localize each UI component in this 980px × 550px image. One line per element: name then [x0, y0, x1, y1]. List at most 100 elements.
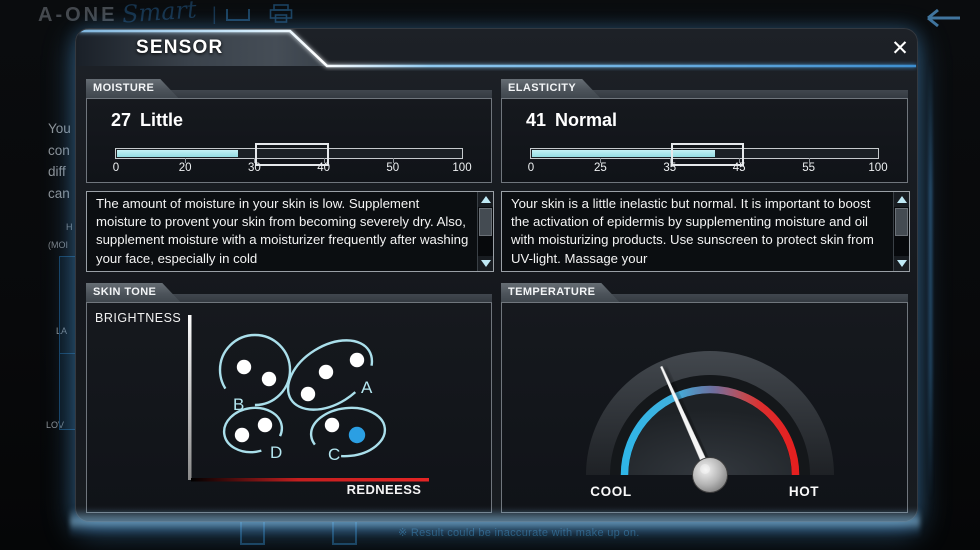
cluster-label: B: [233, 395, 244, 414]
tray-icon[interactable]: [224, 6, 252, 26]
background-checkbox: [240, 520, 265, 545]
moisture-reading: 27 Little: [111, 110, 183, 131]
background-fragment: (MOI: [48, 240, 68, 250]
moisture-tab: MOISTURE: [86, 79, 178, 98]
skin-tone-dot: [234, 427, 250, 443]
scale-tick: [739, 158, 741, 163]
cluster-A: A: [286, 339, 374, 411]
current-skin-tone-dot[interactable]: [348, 426, 366, 444]
skin-tone-dot: [349, 352, 365, 368]
tab-strip: [607, 294, 908, 302]
tab-strip: [166, 90, 492, 98]
elasticity-description: Your skin is a little inelastic but norm…: [511, 196, 874, 266]
cluster-label: A: [361, 378, 373, 397]
scroll-down-button[interactable]: [894, 256, 909, 271]
moisture-scrollbar[interactable]: [477, 192, 493, 271]
background-checkbox: [332, 520, 357, 545]
moisture-content: 27 Little 0 20 30 40 50 100: [86, 98, 492, 183]
window-edge-glow: [929, 60, 932, 500]
scroll-up-button[interactable]: [894, 192, 909, 207]
slider-fill: [532, 150, 716, 157]
tab-strip: [168, 294, 492, 302]
moisture-description-box: The amount of moisture in your skin is l…: [86, 191, 494, 272]
scale-tick: [185, 158, 187, 163]
tab-strip: [588, 90, 908, 98]
scroll-down-button[interactable]: [478, 256, 493, 271]
cool-label: COOL: [590, 484, 632, 499]
temperature-panel: TEMPERATURE: [501, 283, 908, 513]
scale-label: 0: [527, 162, 535, 174]
arrow-down-icon: [480, 260, 491, 267]
sensor-dialog: SENSOR ✕ MOISTURE 27 Little 0 20 30 40 50 100 …: [75, 28, 918, 522]
scale-tick: [323, 158, 325, 163]
moisture-status: Little: [140, 110, 184, 130]
arrow-up-icon: [480, 196, 491, 203]
redness-axis-label: REDNEESS: [346, 482, 422, 497]
elasticity-tab: ELASTICITY: [501, 79, 600, 98]
elasticity-status: Normal: [555, 110, 618, 130]
dialog-title: SENSOR: [136, 37, 224, 58]
elasticity-content: 41 Normal 0 25 35 45 55 100: [501, 98, 908, 183]
arrow-down-icon: [896, 260, 907, 267]
scroll-thumb[interactable]: [479, 208, 492, 236]
scroll-up-button[interactable]: [478, 192, 493, 207]
skin-tone-dot: [261, 371, 277, 387]
gauge-hub-highlight: [700, 464, 710, 474]
printer-icon[interactable]: [268, 3, 294, 25]
scale-label: 50: [386, 162, 400, 174]
gauge-needle: [660, 366, 713, 477]
scale-label: 25: [593, 162, 607, 174]
arrow-up-icon: [896, 196, 907, 203]
elasticity-slider[interactable]: 0 25 35 45 55 100: [528, 143, 888, 174]
brand-logo: A-ONE: [38, 4, 118, 26]
cluster-B: B: [218, 333, 292, 414]
elasticity-panel: ELASTICITY 41 Normal 0 25 35 45 55 100: [501, 79, 908, 183]
skin-tone-content: BRIGHTNESS REDNEESS B A D C: [86, 302, 492, 513]
redness-axis: [191, 478, 429, 482]
gauge-inner-disc: [628, 393, 792, 475]
temperature-gauge: [586, 351, 834, 493]
brightness-axis: [188, 315, 192, 480]
elasticity-description-box: Your skin is a little inelastic but norm…: [501, 191, 910, 272]
cluster-D: D: [222, 406, 284, 462]
temperature-tab: TEMPERATURE: [501, 283, 619, 302]
scroll-thumb[interactable]: [895, 208, 908, 236]
background-text-fragments: You con diff can: [48, 121, 71, 201]
scale-tick: [669, 158, 671, 163]
scale-label: 100: [868, 162, 888, 174]
scale-label: 20: [178, 162, 192, 174]
cluster-label: D: [270, 443, 282, 462]
hot-label: HOT: [788, 484, 820, 499]
cluster-outline: [286, 339, 374, 411]
temperature-content: COOL HOT: [501, 302, 908, 513]
brand-logo-script: Smart: [121, 0, 198, 29]
background-fragment: LOV: [46, 420, 65, 430]
gauge-color-arc: [620, 385, 800, 476]
gauge-hub: [692, 457, 728, 493]
cluster-outline: [309, 406, 387, 458]
back-arrow-icon[interactable]: [920, 6, 962, 30]
normal-range-box: [670, 143, 744, 166]
close-button[interactable]: ✕: [891, 37, 909, 60]
cluster-label: C: [328, 445, 340, 464]
cluster-C: C: [309, 406, 387, 464]
skin-tone-dot: [318, 364, 334, 380]
scale-tick: [392, 158, 394, 163]
moisture-description: The amount of moisture in your skin is l…: [96, 196, 469, 266]
dialog-header-decoration: [77, 29, 916, 68]
moisture-panel: MOISTURE 27 Little 0 20 30 40 50 100: [86, 79, 492, 183]
normal-range-box: [255, 143, 329, 166]
skin-tone-plot: B A D C: [188, 315, 429, 482]
background-fragment: LA: [56, 326, 68, 336]
skin-tone-dot: [300, 386, 316, 402]
elasticity-value: 41: [526, 110, 547, 130]
scale-tick: [600, 158, 602, 163]
skin-tone-tab: SKIN TONE: [86, 283, 180, 302]
moisture-slider[interactable]: 0 20 30 40 50 100: [113, 143, 472, 174]
scale-label: 100: [452, 162, 472, 174]
elasticity-scrollbar[interactable]: [893, 192, 909, 271]
scale-tick: [808, 158, 810, 163]
cluster-outline: [218, 333, 292, 407]
scale-label: 0: [112, 162, 120, 174]
